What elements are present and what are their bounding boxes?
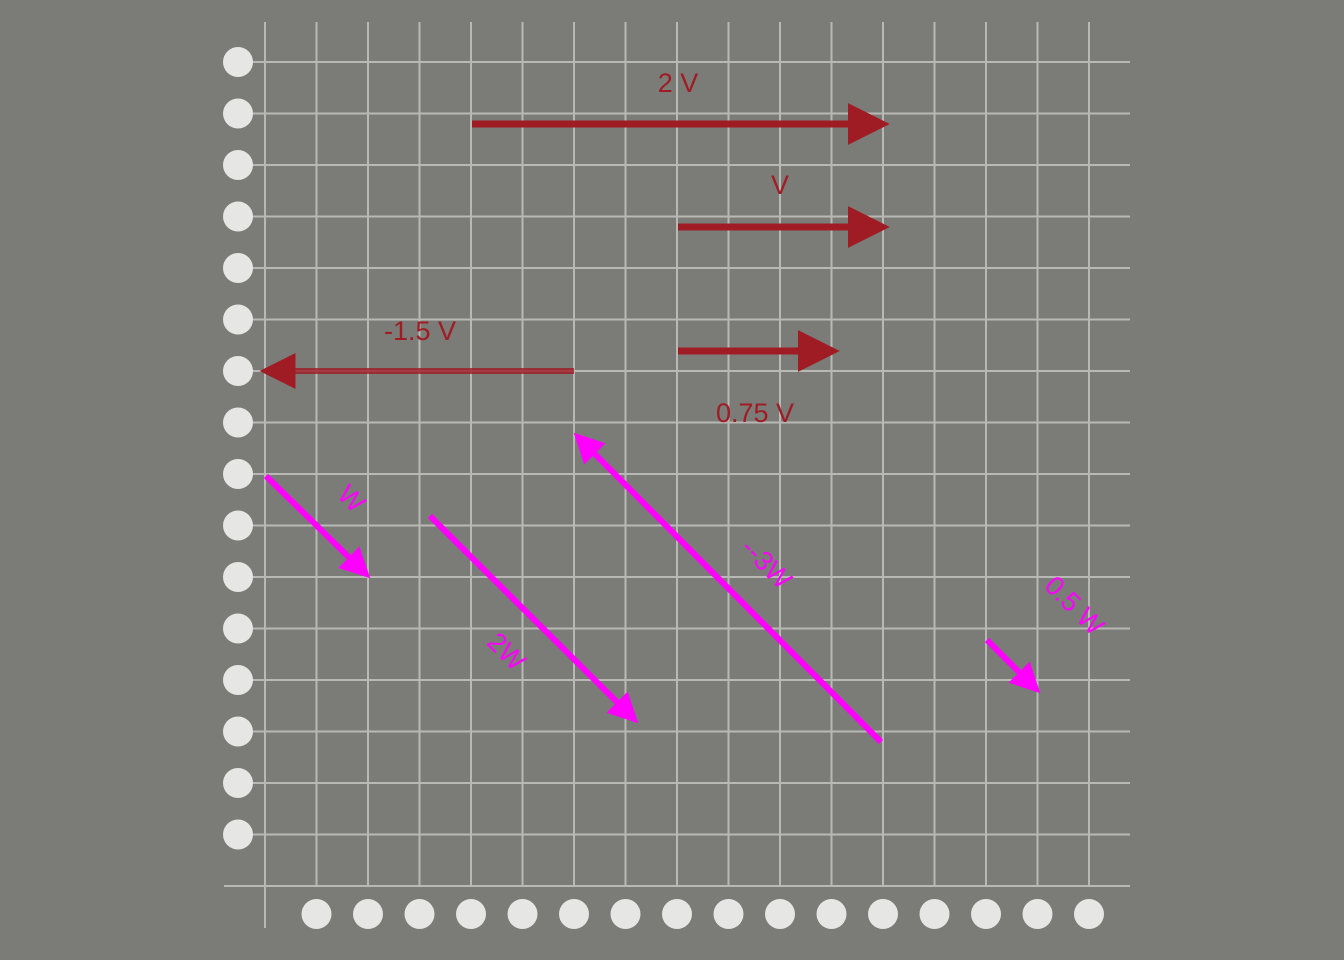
v-vector-v-label: V — [771, 170, 789, 200]
notebook-hole-left — [223, 304, 253, 335]
notebook-hole-left — [223, 562, 253, 592]
w-vector-2w-label: 2W — [481, 627, 531, 677]
notebook-hole-bottom — [816, 899, 847, 929]
notebook-hole-left — [223, 356, 253, 386]
notebook-hole-left — [223, 201, 253, 232]
notebook-hole-bottom — [1074, 899, 1104, 929]
w-vector-2w: 2W — [427, 513, 639, 724]
v-vector-neg15v-label: -1.5 V — [384, 316, 456, 346]
notebook-hole-left — [223, 407, 253, 438]
notebook-hole-left — [223, 459, 253, 489]
grid — [224, 22, 1130, 928]
notebook-hole-left — [223, 665, 253, 695]
notebook-hole-bottom — [868, 899, 898, 929]
notebook-hole-left — [223, 47, 253, 77]
w-vector-05w-label: 0.5 W — [1039, 570, 1110, 641]
notebook-hole-left — [223, 510, 253, 541]
notebook-hole-bottom — [662, 899, 692, 929]
notebook-hole-bottom — [971, 899, 1001, 929]
notebook-hole-bottom — [1022, 899, 1053, 929]
notebook-hole-bottom — [404, 899, 435, 929]
v-vector-2v-label: 2 V — [658, 68, 699, 98]
v-vector-075v: 0.75 V — [678, 330, 840, 428]
v-vector-2v: 2 V — [472, 68, 890, 145]
notebook-hole-left — [223, 716, 253, 747]
notebook-hole-bottom — [353, 899, 383, 929]
w-vector-2w-arrow — [427, 513, 639, 724]
w-vector-05w-arrow — [984, 637, 1041, 694]
notebook-hole-bottom — [507, 899, 538, 929]
v-vector-neg15v: -1.5 V — [259, 316, 574, 389]
notebook-hole-left — [223, 768, 253, 798]
w-vector-w-arrow — [263, 473, 371, 579]
w-vector-05w: 0.5 W — [984, 570, 1110, 694]
notebook-hole-left — [223, 819, 253, 850]
notebook-hole-bottom — [559, 899, 589, 929]
notebook-hole-left — [223, 613, 253, 644]
notebook-hole-bottom — [301, 899, 332, 929]
v-vector-v: V — [678, 170, 890, 248]
notebook-hole-left — [223, 253, 253, 283]
w-vector-w-label: W — [332, 479, 372, 519]
left-dot-column — [223, 47, 253, 850]
notebook-hole-left — [223, 150, 253, 180]
w-vector-neg3w-arrow — [573, 432, 884, 745]
w-vector-neg3w-label: --3W — [735, 532, 798, 595]
v-vector-075v-label: 0.75 V — [716, 398, 794, 428]
notebook-hole-bottom — [765, 899, 795, 929]
bottom-dot-row — [301, 899, 1104, 929]
notebook-hole-bottom — [610, 899, 641, 929]
notebook-hole-bottom — [919, 899, 950, 929]
notebook-hole-left — [223, 98, 253, 129]
notebook-hole-bottom — [713, 899, 744, 929]
notebook-hole-bottom — [456, 899, 486, 929]
